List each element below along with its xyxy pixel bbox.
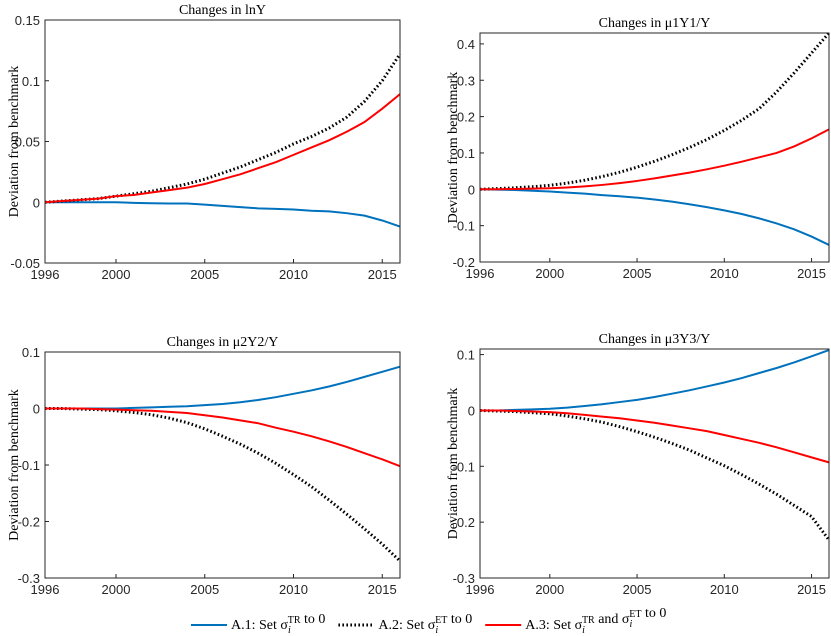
x-tick-label: 2015 [368,267,397,282]
y-tick-label: 0.05 [15,135,40,150]
y-axis-label: Deviation from benchmark [446,388,461,540]
chart-title: Changes in μ2Y2/Y [167,335,279,350]
legend-superscript: TR [582,615,595,626]
legend-subscript: i [582,625,585,636]
series-line [44,93,401,204]
y-tick-label: 0.3 [457,73,475,88]
x-tick-label: 2000 [535,266,564,281]
legend-subscript: i [629,619,632,630]
y-tick-label: 0 [33,402,40,417]
series-line [479,32,831,191]
series-line [44,53,402,204]
y-tick-label: -0.3 [453,571,475,586]
x-tick-label: 2000 [535,582,564,597]
y-tick-label: 0.2 [457,110,475,125]
x-tick-label: 1996 [31,582,60,597]
x-tick-label: 2005 [623,266,652,281]
x-tick-label: 1996 [31,267,60,282]
y-axis-label: Deviation from benchmark [446,72,461,224]
legend-text: to 0 [641,606,666,621]
series-line [479,408,831,541]
y-tick-label: -0.3 [18,571,40,586]
legend-text: to 0 [301,612,326,627]
y-tick-label: -0.05 [10,256,40,271]
series-line [45,201,401,228]
x-tick-label: 2015 [797,266,826,281]
plot-frame [44,19,401,264]
y-tick-label: 0 [468,403,475,418]
legend: A.1: Set σiTR to 0 A.2: Set σiET to 0 A.3:… [185,606,753,636]
y-tick-label: 0.1 [457,348,475,363]
chart-title: Changes in lnY [179,3,266,18]
legend-label: A.1: Set σiTR to 0 [231,612,325,636]
plot-frame [479,32,830,263]
x-tick-label: 1996 [466,582,495,597]
series-line [45,407,402,563]
x-tick-label: 2010 [710,266,739,281]
x-tick-label: 2005 [190,267,219,282]
y-tick-label: 0.1 [22,74,40,89]
y-tick-label: -0.2 [453,255,475,270]
legend-text: A.2: Set σ [378,618,435,633]
y-tick-label: -0.2 [18,515,40,530]
x-tick-label: 2000 [102,267,131,282]
x-tick-label: 2010 [710,582,739,597]
legend-text: A.3: Set σ [525,618,582,633]
y-tick-label: -0.1 [18,458,40,473]
y-axis-label: Deviation from benchmark [7,66,22,218]
x-tick-label: 2015 [797,582,826,597]
y-tick-label: -0.1 [453,219,475,234]
x-tick-label: 1996 [466,266,495,281]
y-axis-label: Deviation from benchmark [7,389,22,541]
x-tick-label: 2015 [368,582,397,597]
chart-title: Changes in μ3Y3/Y [599,332,711,347]
x-tick-label: 2005 [623,582,652,597]
legend-subscript: i [435,625,438,636]
series-line [45,365,401,410]
legend-label: A.3: Set σiTR and σiET to 0 [525,606,666,636]
plot-frame [479,348,830,579]
legend-superscript: ET [435,615,447,626]
y-tick-label: 0 [33,195,40,210]
legend-text: and σ [595,612,630,627]
x-tick-label: 2010 [279,267,308,282]
legend-frame [185,614,753,635]
y-tick-label: 0.4 [457,37,475,52]
y-tick-label: 0.1 [457,146,475,161]
legend-superscript: TR [288,615,301,626]
y-tick-label: 0.1 [22,345,40,360]
legend-text: to 0 [447,612,472,627]
y-tick-label: 0 [468,182,475,197]
x-tick-label: 2005 [190,582,219,597]
y-tick-label: -0.2 [453,515,475,530]
x-tick-label: 2000 [102,582,131,597]
plot-frame [44,351,401,579]
x-tick-label: 2010 [279,582,308,597]
series-line [480,128,830,191]
legend-superscript: ET [629,609,641,620]
legend-text: A.1: Set σ [231,618,288,633]
y-tick-label: 0.15 [15,13,40,28]
legend-subscript: i [288,625,291,636]
series-line [479,188,830,246]
series-line [45,407,401,468]
y-tick-label: -0.1 [453,459,475,474]
chart-title: Changes in μ1Y1/Y [599,16,711,31]
legend-label: A.2: Set σiET to 0 [378,612,472,636]
series-line [480,409,830,464]
series-line [480,349,830,412]
